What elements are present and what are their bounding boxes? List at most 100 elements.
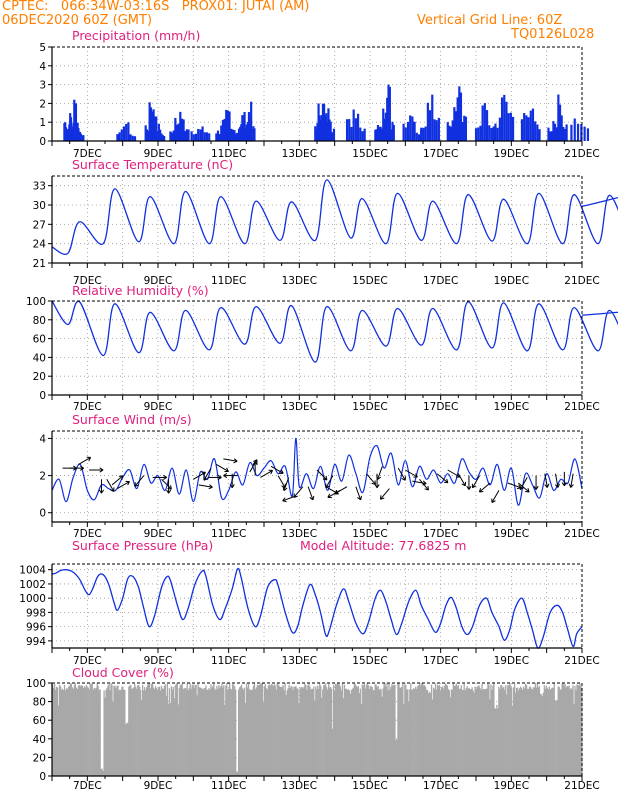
precip-bar	[409, 115, 412, 141]
wind-arrow	[270, 465, 284, 474]
precip-bar	[379, 126, 382, 141]
wind-arrow	[316, 469, 328, 481]
cloud-bar	[409, 689, 411, 776]
cloud-bar	[491, 689, 493, 776]
wind-arrow	[405, 469, 418, 478]
cloud-bar	[510, 685, 512, 776]
panel-title: Precipitation (mm/h)	[72, 28, 200, 43]
precip-bar	[384, 112, 387, 141]
wind-arrow	[223, 458, 238, 462]
cloud-bar	[187, 690, 189, 776]
cloud-bar	[308, 683, 310, 776]
cloud-bar	[205, 685, 207, 776]
cloud-bar	[306, 689, 308, 776]
y-tick-label: 60	[33, 715, 46, 727]
cloud-bar	[404, 684, 406, 776]
cloud-bar	[144, 687, 146, 776]
cloud-bar	[264, 684, 267, 776]
x-tick-label: 17DEC	[423, 401, 458, 413]
cloud-bar	[559, 689, 561, 776]
cloud-bar	[190, 688, 192, 776]
y-tick-label: 24	[33, 239, 47, 251]
cloud-bar	[85, 684, 87, 776]
precip-bar	[583, 126, 586, 141]
cloud-bar	[463, 683, 465, 776]
wind-arrow	[355, 486, 362, 501]
precip-bar	[529, 110, 532, 141]
y-tick-label: 2	[39, 98, 46, 110]
cloud-bar	[173, 698, 175, 776]
cloud-bar	[216, 685, 218, 776]
panel-4: 0 2 4 Surface Wind (m/s) 7DEC 9DEC 11DEC 13DEC 1…	[39, 412, 599, 540]
cloud-bar	[193, 688, 195, 776]
x-tick-label: 15DEC	[352, 655, 387, 667]
cloud-bar	[468, 688, 470, 776]
precip-bar	[149, 107, 153, 141]
cloud-bar	[74, 683, 77, 776]
cloud-bar	[112, 701, 114, 776]
wind-arrow-head	[322, 475, 328, 481]
cloud-bar	[258, 684, 261, 776]
cloud-bar	[259, 683, 262, 776]
cloud-bar	[518, 688, 521, 776]
cloud-bar	[328, 683, 330, 776]
cloud-bar	[96, 683, 98, 776]
cloud-bar	[536, 683, 539, 776]
precip-bar	[185, 129, 188, 141]
cloud-bar	[424, 686, 427, 776]
cloud-bar	[266, 689, 268, 776]
panel-title: Cloud Cover (%)	[72, 665, 174, 680]
cloud-bar	[567, 686, 569, 776]
precip-bar	[456, 97, 459, 141]
precip-bar	[216, 130, 220, 141]
cloud-bar	[185, 688, 187, 776]
cloud-bar	[142, 685, 144, 776]
cloud-bar	[320, 685, 322, 776]
wind-arrow-head	[98, 489, 105, 494]
cloud-bar	[456, 686, 458, 776]
cloud-bar	[143, 690, 145, 776]
cloud-bar	[274, 685, 276, 776]
cloud-bar	[89, 683, 91, 776]
y-tick-label: 80	[33, 697, 46, 709]
cloud-bar	[452, 683, 454, 776]
cloud-bar	[283, 690, 285, 776]
cloud-bar	[244, 703, 247, 776]
cloud-bar	[471, 687, 473, 776]
x-tick-label: 19DEC	[494, 401, 529, 413]
cloud-bar	[434, 683, 437, 776]
wind-arrow-head	[325, 483, 330, 489]
wind-arrow-head	[217, 474, 222, 480]
precip-bar	[492, 126, 495, 141]
cloud-bar	[387, 690, 389, 776]
precip-bar	[359, 127, 362, 141]
cloud-bar	[56, 687, 59, 776]
cloud-bar	[146, 684, 149, 776]
cloud-bar	[526, 688, 529, 776]
cloud-bar	[194, 684, 196, 776]
precip-bar	[527, 117, 530, 141]
y-tick-label: 20	[33, 752, 46, 764]
cloud-bar	[453, 685, 455, 776]
cloud-bar	[343, 684, 346, 776]
cloud-bar	[246, 687, 249, 776]
x-tick-label: 21DEC	[564, 401, 599, 413]
cloud-bar	[204, 687, 206, 776]
x-tick-label: 7DEC	[73, 275, 102, 287]
y-tick-label: 1000	[19, 593, 46, 605]
cloud-bar	[222, 687, 224, 776]
precip-bar	[500, 97, 504, 141]
wind-arrow-head	[374, 484, 380, 488]
cloud-bar	[416, 688, 418, 776]
cloud-bar	[235, 689, 237, 776]
precip-bar	[120, 129, 123, 141]
wind-arrow-head	[252, 461, 258, 466]
cloud-bar	[367, 684, 369, 776]
cloud-bar	[514, 684, 516, 776]
cloud-bar	[242, 689, 245, 776]
cloud-bar	[237, 772, 239, 776]
cloud-bar	[69, 683, 72, 776]
precip-bar	[555, 127, 558, 141]
cloud-bar	[410, 683, 412, 776]
cloud-bar	[176, 683, 178, 776]
